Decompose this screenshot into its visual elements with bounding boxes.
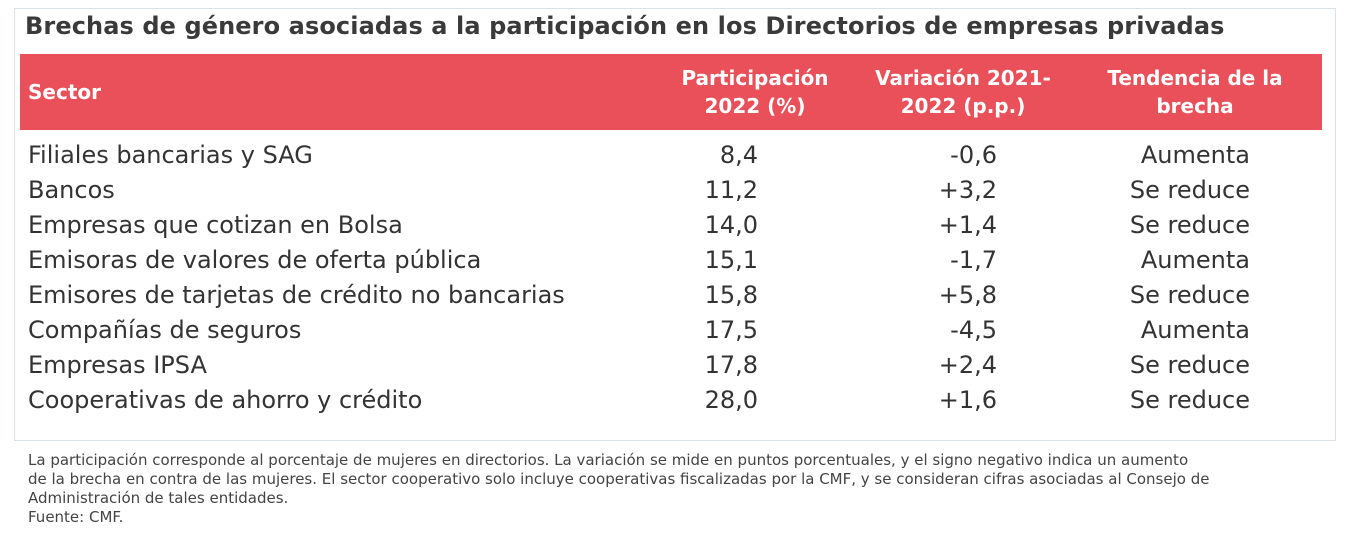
cell-sector: Compañías de seguros — [28, 316, 302, 344]
cell-participacion: 8,4 — [719, 141, 758, 169]
cell-sector: Empresas IPSA — [28, 351, 207, 379]
cell-tendencia: Se reduce — [1129, 211, 1250, 239]
cell-participacion: 28,0 — [704, 386, 758, 414]
cell-variacion: +3,2 — [938, 176, 997, 204]
cell-tendencia: Aumenta — [1140, 246, 1250, 274]
cell-participacion: 15,1 — [704, 246, 758, 274]
header-variacion: Variación 2021- 2022 (p.p.) — [845, 54, 1081, 130]
header-participacion-line2: 2022 (%) — [704, 94, 806, 118]
cell-tendencia: Se reduce — [1129, 176, 1250, 204]
footnote-line: de la brecha en contra de las mujeres. E… — [28, 470, 1210, 488]
header-participacion-line1: Participación — [681, 66, 829, 90]
cell-sector: Emisores de tarjetas de crédito no banca… — [28, 281, 565, 309]
header-tendencia-line1: Tendencia de la — [1107, 66, 1283, 90]
header-sector: Sector — [28, 54, 101, 130]
footnote-line: Administración de tales entidades. — [28, 489, 289, 507]
cell-sector: Empresas que cotizan en Bolsa — [28, 211, 403, 239]
header-variacion-line2: 2022 (p.p.) — [900, 94, 1026, 118]
header-sector-label: Sector — [28, 80, 101, 104]
cell-variacion: -0,6 — [950, 141, 997, 169]
cell-sector: Filiales bancarias y SAG — [28, 141, 313, 169]
cell-participacion: 17,5 — [704, 316, 758, 344]
cell-participacion: 17,8 — [704, 351, 758, 379]
source-line: Fuente: CMF. — [28, 508, 124, 526]
cell-participacion: 15,8 — [704, 281, 758, 309]
cell-variacion: +5,8 — [938, 281, 997, 309]
footnote-line: La participación corresponde al porcenta… — [28, 451, 1189, 469]
table-row: Compañías de seguros 17,5 -4,5 Aumenta — [20, 313, 1322, 348]
chart-title: Brechas de género asociadas a la partici… — [25, 12, 1225, 40]
header-variacion-line1: Variación 2021- — [875, 66, 1051, 90]
cell-tendencia: Aumenta — [1140, 141, 1250, 169]
cell-variacion: +1,4 — [938, 211, 997, 239]
table-row: Cooperativas de ahorro y crédito 28,0 +1… — [20, 383, 1322, 418]
header-tendencia-line2: brecha — [1156, 94, 1234, 118]
cell-variacion: -1,7 — [950, 246, 997, 274]
cell-tendencia: Se reduce — [1129, 351, 1250, 379]
cell-variacion: -4,5 — [950, 316, 997, 344]
table-body: Filiales bancarias y SAG 8,4 -0,6 Aument… — [20, 138, 1322, 418]
table-row: Bancos 11,2 +3,2 Se reduce — [20, 173, 1322, 208]
table-row: Empresas que cotizan en Bolsa 14,0 +1,4 … — [20, 208, 1322, 243]
header-participacion: Participación 2022 (%) — [635, 54, 875, 130]
table-row: Emisores de tarjetas de crédito no banca… — [20, 278, 1322, 313]
cell-variacion: +1,6 — [938, 386, 997, 414]
data-table: Sector Participación 2022 (%) Variación … — [20, 54, 1322, 418]
cell-sector: Emisoras de valores de oferta pública — [28, 246, 482, 274]
table-row: Filiales bancarias y SAG 8,4 -0,6 Aument… — [20, 138, 1322, 173]
table-header: Sector Participación 2022 (%) Variación … — [20, 54, 1322, 130]
table-row: Empresas IPSA 17,8 +2,4 Se reduce — [20, 348, 1322, 383]
footnote: La participación corresponde al porcenta… — [28, 451, 1328, 527]
cell-tendencia: Se reduce — [1129, 386, 1250, 414]
cell-sector: Bancos — [28, 176, 115, 204]
table-row: Emisoras de valores de oferta pública 15… — [20, 243, 1322, 278]
cell-tendencia: Aumenta — [1140, 316, 1250, 344]
cell-tendencia: Se reduce — [1129, 281, 1250, 309]
cell-participacion: 11,2 — [704, 176, 758, 204]
cell-participacion: 14,0 — [704, 211, 758, 239]
cell-sector: Cooperativas de ahorro y crédito — [28, 386, 423, 414]
header-tendencia: Tendencia de la brecha — [1080, 54, 1310, 130]
cell-variacion: +2,4 — [938, 351, 997, 379]
